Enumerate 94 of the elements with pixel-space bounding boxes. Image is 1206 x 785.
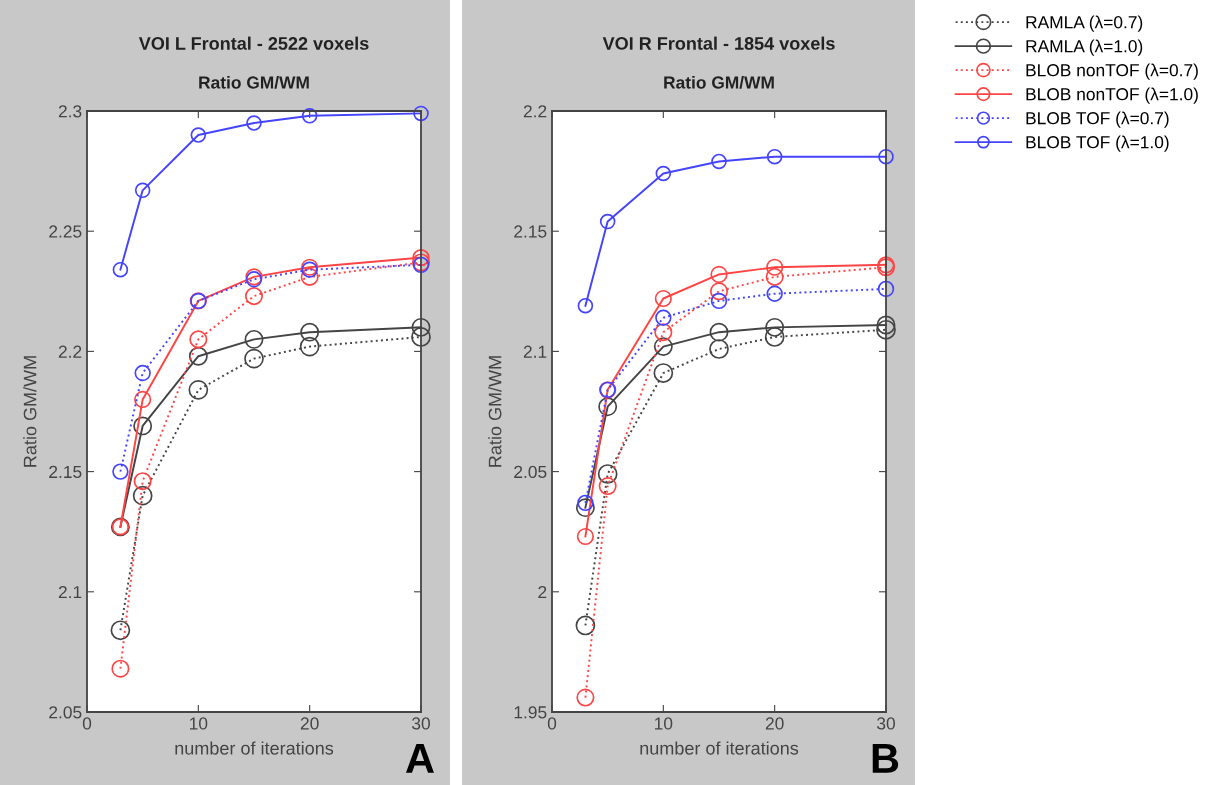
y-tick-label: 2.15 bbox=[49, 465, 82, 479]
point bbox=[597, 464, 618, 484]
point bbox=[111, 659, 130, 678]
point bbox=[576, 527, 595, 546]
point bbox=[765, 317, 785, 337]
y-tick-label: 2.15 bbox=[514, 225, 547, 238]
point bbox=[112, 463, 129, 480]
y-axis-title: Ratio GM/WM bbox=[488, 356, 502, 467]
y-tick-label: 2.05 bbox=[514, 465, 547, 479]
x-tick-label: 0 bbox=[82, 717, 92, 730]
x-tick-label: 20 bbox=[300, 717, 319, 730]
point bbox=[413, 105, 429, 122]
point bbox=[300, 322, 320, 342]
point bbox=[654, 323, 673, 342]
point bbox=[575, 498, 595, 518]
point bbox=[575, 615, 596, 636]
point bbox=[134, 182, 151, 199]
x-tick-label: 30 bbox=[877, 717, 895, 730]
point bbox=[190, 127, 207, 143]
y-tick-label: 2.2 bbox=[523, 105, 547, 118]
y-tick-label: 2.2 bbox=[58, 345, 82, 358]
x-tick-label: 30 bbox=[412, 717, 430, 730]
point bbox=[244, 348, 264, 369]
chart-title: VOI L Frontal - 2522 voxels bbox=[138, 36, 369, 50]
point bbox=[246, 115, 262, 131]
legend-label: RAMLA (λ=0.7) bbox=[1026, 15, 1143, 32]
legend-label: BLOB TOF (λ=0.7) bbox=[1026, 111, 1169, 128]
y-tick-label: 2.25 bbox=[49, 225, 82, 238]
chart-subtitle: Ratio GM/WM bbox=[199, 75, 309, 89]
point bbox=[134, 390, 152, 409]
x-tick-label: 0 bbox=[547, 717, 557, 730]
point bbox=[877, 280, 895, 298]
point bbox=[577, 494, 594, 512]
text: B bbox=[872, 744, 899, 773]
legend-label: BLOB nonTOF (λ=1.0) bbox=[1026, 87, 1198, 104]
legend-label: RAMLA (λ=1.0) bbox=[1026, 39, 1143, 56]
point bbox=[655, 309, 672, 326]
legend-label: BLOB nonTOF (λ=0.7) bbox=[1026, 63, 1198, 80]
point bbox=[599, 213, 616, 230]
point bbox=[411, 317, 431, 337]
x-axis-title: number of iterations bbox=[175, 741, 334, 755]
y-tick-label: 2 bbox=[538, 585, 547, 599]
point bbox=[876, 315, 896, 335]
y-tick-label: 2.3 bbox=[58, 105, 82, 118]
y-tick-label: 2.1 bbox=[523, 345, 547, 358]
point bbox=[653, 363, 674, 383]
y-tick-label: 2.1 bbox=[58, 585, 82, 599]
point bbox=[598, 476, 617, 496]
point bbox=[711, 153, 727, 170]
point bbox=[300, 267, 319, 286]
point bbox=[189, 330, 208, 349]
point bbox=[577, 297, 594, 314]
y-tick-label: 2.05 bbox=[49, 706, 82, 719]
point bbox=[188, 346, 208, 366]
text: A bbox=[405, 744, 434, 773]
point bbox=[598, 397, 618, 417]
point bbox=[301, 108, 318, 124]
point bbox=[110, 620, 131, 641]
point bbox=[655, 165, 672, 182]
point bbox=[133, 472, 152, 491]
point bbox=[412, 249, 430, 267]
point bbox=[112, 261, 129, 278]
point bbox=[766, 148, 783, 165]
point bbox=[709, 322, 729, 342]
point bbox=[132, 485, 153, 506]
point bbox=[411, 327, 431, 347]
point bbox=[654, 289, 672, 308]
point bbox=[709, 339, 729, 359]
point bbox=[710, 292, 728, 310]
x-tick-label: 10 bbox=[655, 717, 673, 730]
point bbox=[188, 380, 209, 400]
point bbox=[134, 364, 151, 382]
point bbox=[133, 416, 153, 436]
y-axis-title: Ratio GM/WM bbox=[23, 356, 37, 467]
point bbox=[765, 267, 784, 286]
point bbox=[653, 337, 673, 357]
chart-title: VOI R Frontal - 1854 voxels bbox=[602, 36, 835, 50]
point bbox=[576, 688, 595, 707]
x-tick-label: 10 bbox=[190, 717, 208, 730]
point bbox=[876, 319, 896, 340]
point bbox=[299, 336, 320, 357]
point bbox=[244, 329, 264, 349]
point bbox=[710, 265, 728, 284]
point bbox=[709, 282, 729, 301]
x-tick-label: 20 bbox=[765, 717, 784, 730]
point bbox=[766, 285, 783, 302]
y-tick-label: 1.95 bbox=[514, 706, 547, 719]
point bbox=[766, 258, 784, 276]
point bbox=[878, 148, 894, 165]
legend-label: BLOB TOF (λ=1.0) bbox=[1026, 135, 1169, 152]
point bbox=[764, 327, 785, 347]
point bbox=[244, 287, 264, 306]
x-axis-title: number of iterations bbox=[640, 741, 799, 755]
chart-subtitle: Ratio GM/WM bbox=[664, 75, 774, 89]
